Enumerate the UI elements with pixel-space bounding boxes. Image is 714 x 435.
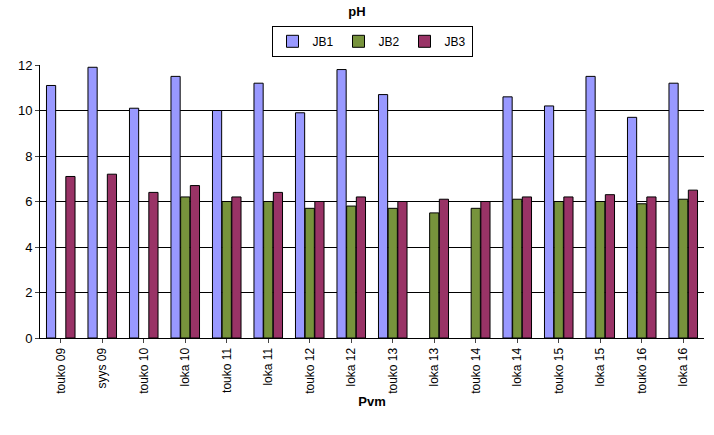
svg-text:12: 12	[18, 58, 32, 73]
svg-text:2: 2	[25, 285, 32, 300]
svg-text:6: 6	[25, 194, 32, 209]
svg-text:loka 16: loka 16	[676, 347, 690, 386]
svg-text:loka 11: loka 11	[261, 347, 275, 385]
svg-text:loka 15: loka 15	[593, 347, 607, 386]
svg-text:touko 10: touko 10	[137, 347, 151, 393]
svg-text:loka 10: loka 10	[178, 347, 192, 386]
svg-text:touko 13: touko 13	[386, 347, 400, 393]
svg-text:touko 16: touko 16	[635, 347, 649, 393]
svg-text:10: 10	[18, 103, 32, 118]
svg-text:syys 09: syys 09	[95, 347, 109, 388]
svg-text:JB3: JB3	[445, 35, 466, 49]
svg-text:4: 4	[25, 240, 32, 255]
svg-text:touko 09: touko 09	[54, 347, 68, 393]
svg-text:loka 13: loka 13	[427, 347, 441, 386]
svg-text:touko 15: touko 15	[552, 347, 566, 393]
svg-text:touko 11: touko 11	[220, 347, 234, 392]
svg-text:JB2: JB2	[379, 35, 400, 49]
svg-text:8: 8	[25, 149, 32, 164]
svg-text:touko 12: touko 12	[303, 347, 317, 393]
svg-text:Pvm: Pvm	[358, 394, 385, 409]
svg-text:0: 0	[25, 331, 32, 346]
svg-text:JB1: JB1	[313, 35, 334, 49]
svg-text:loka 12: loka 12	[344, 347, 358, 386]
svg-text:pH: pH	[348, 4, 365, 19]
svg-text:touko 14: touko 14	[469, 347, 483, 393]
svg-text:loka 14: loka 14	[510, 347, 524, 386]
